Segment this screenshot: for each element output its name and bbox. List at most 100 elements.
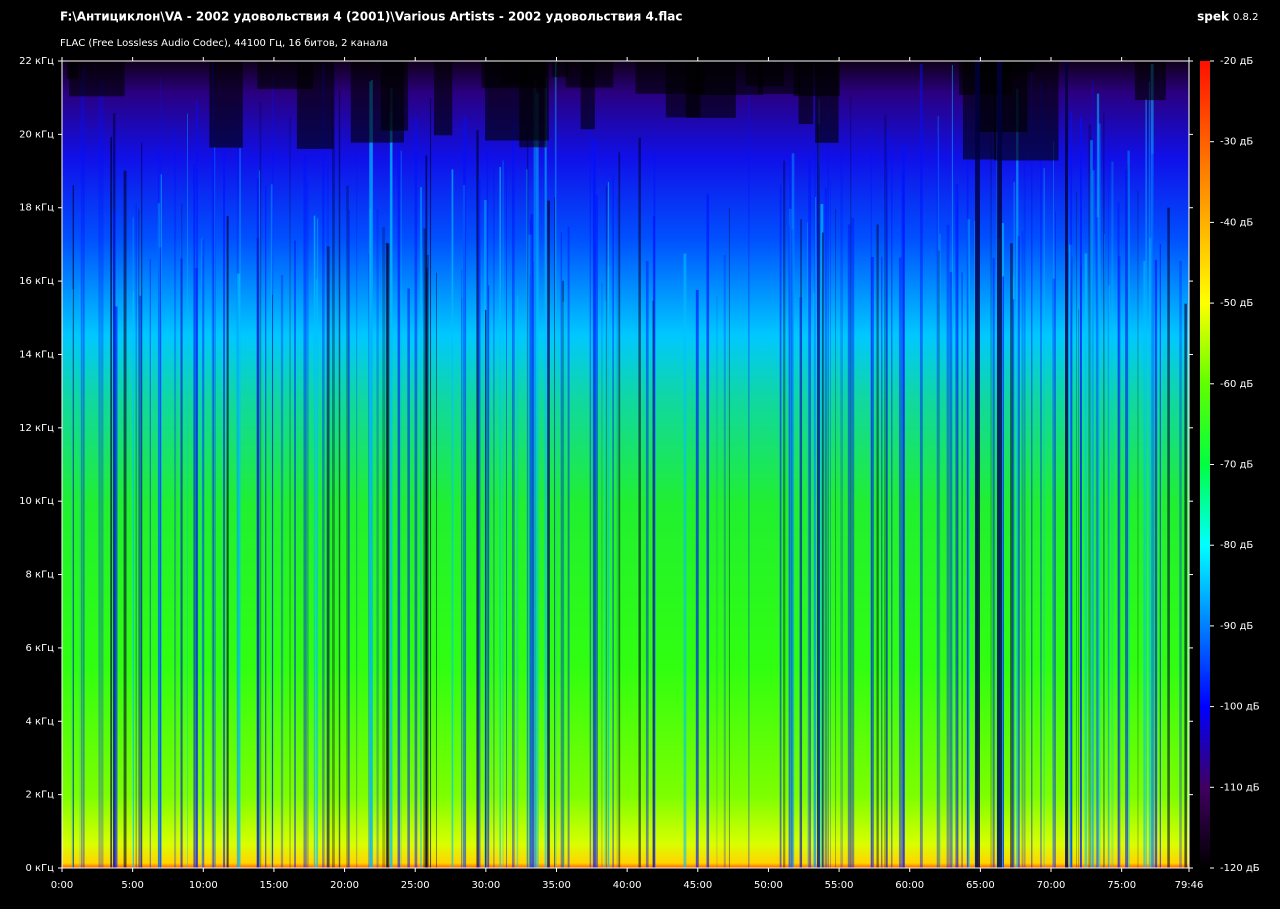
- texture-stripe: [512, 124, 515, 868]
- texture-stripe: [499, 166, 501, 868]
- texture-stripe: [486, 88, 489, 868]
- texture-stripe: [1092, 79, 1094, 868]
- texture-dark: [501, 61, 527, 84]
- texture-stripe: [1103, 113, 1105, 868]
- texture-stripe: [1076, 191, 1077, 868]
- texture-stripe: [1079, 117, 1082, 868]
- texture-stripe: [536, 92, 539, 868]
- texture-stripe: [1167, 207, 1170, 868]
- texture-stripe: [799, 297, 803, 868]
- texture-dark: [433, 61, 453, 136]
- texture-stripe: [1179, 260, 1182, 868]
- texture-stripe: [604, 300, 607, 868]
- texture-stripe: [72, 185, 75, 868]
- texture-stripe: [82, 67, 85, 868]
- texture-stripe: [695, 289, 699, 868]
- texture-stripe: [788, 225, 790, 868]
- texture-stripe: [157, 203, 160, 868]
- texture-stripe: [195, 267, 198, 868]
- texture-stripe: [938, 250, 940, 868]
- texture-stripe: [79, 284, 81, 868]
- texture-stripe: [783, 160, 786, 868]
- texture-stripe: [1148, 81, 1150, 868]
- texture-stripe: [526, 125, 529, 868]
- texture-stripe: [113, 210, 116, 868]
- texture-stripe: [1151, 153, 1155, 868]
- texture-stripe: [193, 163, 196, 868]
- texture-stripe: [789, 208, 792, 868]
- colorbar: [1200, 61, 1210, 868]
- texture-stripe: [595, 194, 598, 868]
- texture-stripe: [683, 253, 687, 868]
- texture-stripe: [827, 64, 830, 868]
- texture-stripe: [138, 208, 140, 868]
- texture-stripe: [1078, 309, 1080, 868]
- texture-stripe: [547, 310, 549, 868]
- texture-stripe: [158, 247, 162, 868]
- texture-stripe: [356, 106, 358, 868]
- texture-stripe: [939, 233, 941, 868]
- x-tick-label: 25:00: [401, 880, 430, 891]
- y-tick-label: 4 кГц: [26, 716, 55, 727]
- texture-stripe: [817, 123, 820, 868]
- texture-stripe: [1021, 231, 1024, 868]
- texture-stripe: [847, 224, 851, 868]
- texture-stripe: [791, 153, 795, 868]
- texture-stripe: [1053, 141, 1054, 868]
- texture-stripe: [376, 209, 379, 868]
- texture-stripe: [779, 184, 782, 868]
- plot-frame: [61, 60, 1190, 869]
- file-info: FLAC (Free Lossless Audio Codec), 44100 …: [60, 38, 388, 49]
- texture-stripe: [961, 272, 963, 868]
- texture-stripe: [326, 163, 330, 868]
- texture-stripe: [180, 258, 183, 868]
- texture-stripe: [461, 297, 463, 868]
- x-tick-label: 15:00: [260, 880, 289, 891]
- texture-stripe: [652, 300, 654, 868]
- texture-stripe: [1023, 142, 1026, 868]
- colorbar-tick-label: -60 дБ: [1220, 379, 1253, 390]
- texture-stripe: [272, 294, 273, 868]
- texture-stripe: [347, 209, 351, 868]
- texture-stripe: [346, 185, 349, 868]
- texture-stripe: [607, 181, 609, 868]
- texture-dark: [815, 61, 839, 143]
- texture-stripe: [80, 84, 83, 868]
- texture-stripe: [174, 125, 177, 868]
- colorbar-tick-label: -100 дБ: [1220, 702, 1260, 713]
- colorbar-tick-label: -70 дБ: [1220, 460, 1253, 471]
- texture-stripe: [850, 94, 852, 868]
- colorbar-tick-label: -20 дБ: [1220, 56, 1253, 67]
- texture-stripe: [1117, 202, 1120, 868]
- texture-stripe: [322, 65, 325, 868]
- texture-stripe: [1117, 256, 1121, 868]
- texture-stripe: [420, 187, 422, 868]
- app-version: 0.8.2: [1233, 12, 1258, 23]
- texture-stripe: [476, 130, 479, 868]
- texture-stripe: [423, 228, 427, 868]
- texture-stripe: [1145, 98, 1147, 868]
- texture-stripe: [1016, 88, 1019, 868]
- texture-stripe: [1084, 253, 1088, 868]
- texture-stripe: [214, 146, 216, 868]
- texture-stripe: [533, 79, 537, 868]
- texture-dark: [380, 61, 409, 131]
- texture-stripe: [1149, 237, 1152, 868]
- texture-stripe: [141, 142, 143, 868]
- texture-stripe: [397, 95, 401, 868]
- texture-stripe: [294, 240, 296, 868]
- texture-stripe: [876, 224, 879, 868]
- x-tick-label: 5:00: [121, 880, 143, 891]
- x-tick-label: 65:00: [966, 880, 995, 891]
- texture-dark: [798, 61, 814, 125]
- texture-stripe: [223, 139, 226, 868]
- texture-stripe: [316, 218, 319, 868]
- texture-stripe: [201, 238, 204, 868]
- texture-stripe: [371, 79, 373, 868]
- texture-stripe: [98, 91, 101, 868]
- texture-stripe: [891, 136, 893, 868]
- texture-stripe: [547, 200, 550, 868]
- texture-stripe: [1154, 259, 1158, 868]
- texture-stripe: [884, 114, 887, 868]
